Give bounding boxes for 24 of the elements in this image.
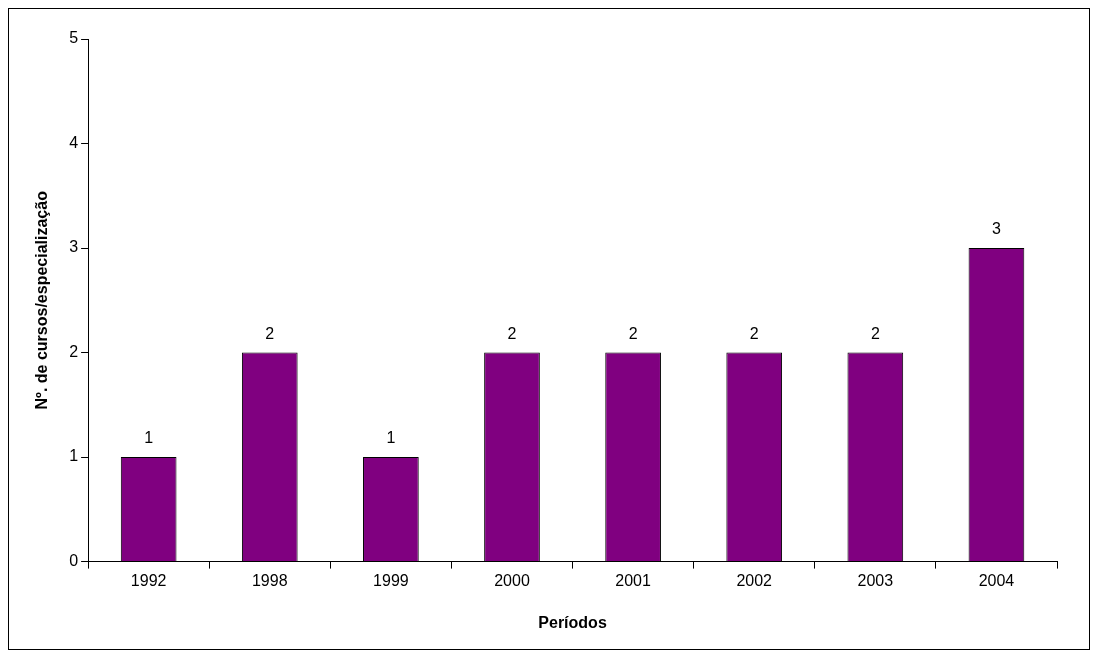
data-label: 2 [749, 324, 759, 342]
x-tick-label: 2003 [857, 571, 894, 589]
x-tick-label: 2004 [978, 571, 1015, 589]
data-label: 2 [265, 324, 275, 342]
x-tick-label: 1992 [130, 571, 167, 589]
x-tick-label: 1998 [251, 571, 288, 589]
x-tick-label: 2002 [736, 571, 773, 589]
y-tick-label: 4 [69, 133, 79, 151]
y-tick-label: 1 [69, 447, 79, 465]
x-tick-label: 1999 [373, 571, 409, 589]
data-label: 1 [144, 429, 154, 447]
data-label: 1 [386, 429, 396, 447]
x-tick-label: 2001 [615, 571, 651, 589]
data-label: 2 [507, 324, 517, 342]
y-tick-label: 0 [69, 552, 79, 570]
data-label: 2 [628, 324, 638, 342]
x-axis-title: Períodos [538, 613, 607, 631]
data-label: 3 [991, 220, 1001, 238]
y-tick-label: 5 [69, 29, 79, 47]
data-label: 2 [870, 324, 880, 342]
x-tick-label: 2000 [494, 571, 530, 589]
y-axis-title: Nº. de cursos/especialização [33, 190, 51, 410]
y-tick-label: 2 [69, 342, 79, 360]
y-tick-label: 3 [69, 238, 79, 256]
